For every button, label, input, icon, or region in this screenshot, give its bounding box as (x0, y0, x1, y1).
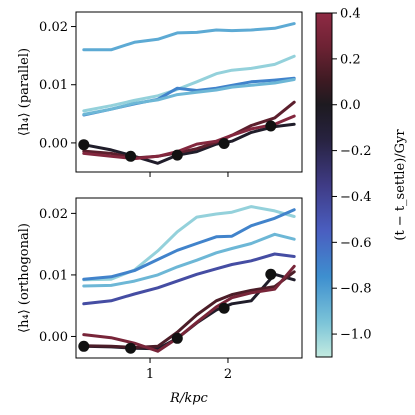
top-marker-3 (218, 138, 230, 149)
colorbar-tick-label-4: −0.4 (340, 190, 372, 205)
panel-top: 0.00 0.01 0.02 ⟨h₄⟩ (parallel) (17, 11, 303, 177)
bottom-ytick-label-0: 0.00 (39, 330, 68, 345)
colorbar-tick-label-1: 0.2 (340, 52, 361, 67)
top-marker-1 (125, 150, 137, 162)
bottom-marker-3 (218, 302, 230, 314)
bottom-series-line-3 (82, 252, 296, 306)
top-ytick-label-2: 0.02 (39, 20, 68, 35)
colorbar-tick-label-2: 0.0 (340, 98, 361, 113)
colorbar-label: (t − t_settle)/Gyr (393, 129, 408, 241)
bottom-xtick-label-0: 1 (146, 367, 154, 382)
colorbar-tick-label-6: −0.8 (340, 282, 372, 297)
colorbar-gradient (315, 12, 333, 358)
bottom-marker-4 (265, 268, 277, 280)
top-series-line-3 (82, 78, 296, 116)
panel-bottom: 0.00 0.01 0.02 1 2 ⟨h₄⟩ (orthogonal) R/kpc (17, 197, 303, 406)
bottom-ytick-label-1: 0.01 (39, 268, 68, 283)
top-frame (75, 11, 303, 173)
bottom-ylabel: ⟨h₄⟩ (orthogonal) (17, 223, 32, 333)
colorbar-tick-label-7: −1.0 (340, 328, 372, 343)
bottom-marker-1 (125, 342, 137, 354)
top-marker-4 (265, 120, 277, 132)
top-marker-0 (78, 139, 90, 151)
bottom-marker-0 (78, 340, 90, 352)
bottom-ytick-label-2: 0.02 (39, 207, 68, 222)
top-plot-area (78, 22, 296, 165)
bottom-frame (75, 197, 303, 359)
bottom-series-line-0 (82, 205, 296, 282)
top-ylabel: ⟨h₄⟩ (parallel) (17, 48, 32, 136)
colorbar-tick-label-3: −0.2 (340, 144, 372, 159)
colorbar-ticks: 0.4 0.2 0.0 −0.2 −0.4 −0.6 −0.8 −1.0 (332, 7, 372, 343)
top-ytick-label-0: 0.00 (39, 136, 68, 151)
top-series-line-1 (82, 54, 296, 113)
bottom-series-line-2 (82, 232, 296, 288)
bottom-series-line-6 (82, 264, 296, 353)
top-ytick-label-1: 0.01 (39, 78, 68, 93)
colorbar-tick-label-5: −0.6 (340, 236, 372, 251)
colorbar: 0.4 0.2 0.0 −0.2 −0.4 −0.6 −0.8 −1.0 (t − t_set… (315, 7, 408, 358)
bottom-series-line-1 (82, 208, 296, 281)
bottom-xlabel: R/kpc (169, 391, 208, 406)
top-axes: 0.00 0.01 0.02 (39, 20, 229, 177)
top-marker-2 (171, 149, 183, 161)
bottom-xtick-label-1: 2 (224, 367, 232, 382)
top-series-line-0 (82, 22, 296, 52)
bottom-marker-2 (171, 332, 183, 344)
bottom-plot-area (78, 205, 296, 354)
bottom-axes: 0.00 0.01 0.02 1 2 (39, 207, 232, 382)
colorbar-tick-label-0: 0.4 (340, 7, 361, 22)
